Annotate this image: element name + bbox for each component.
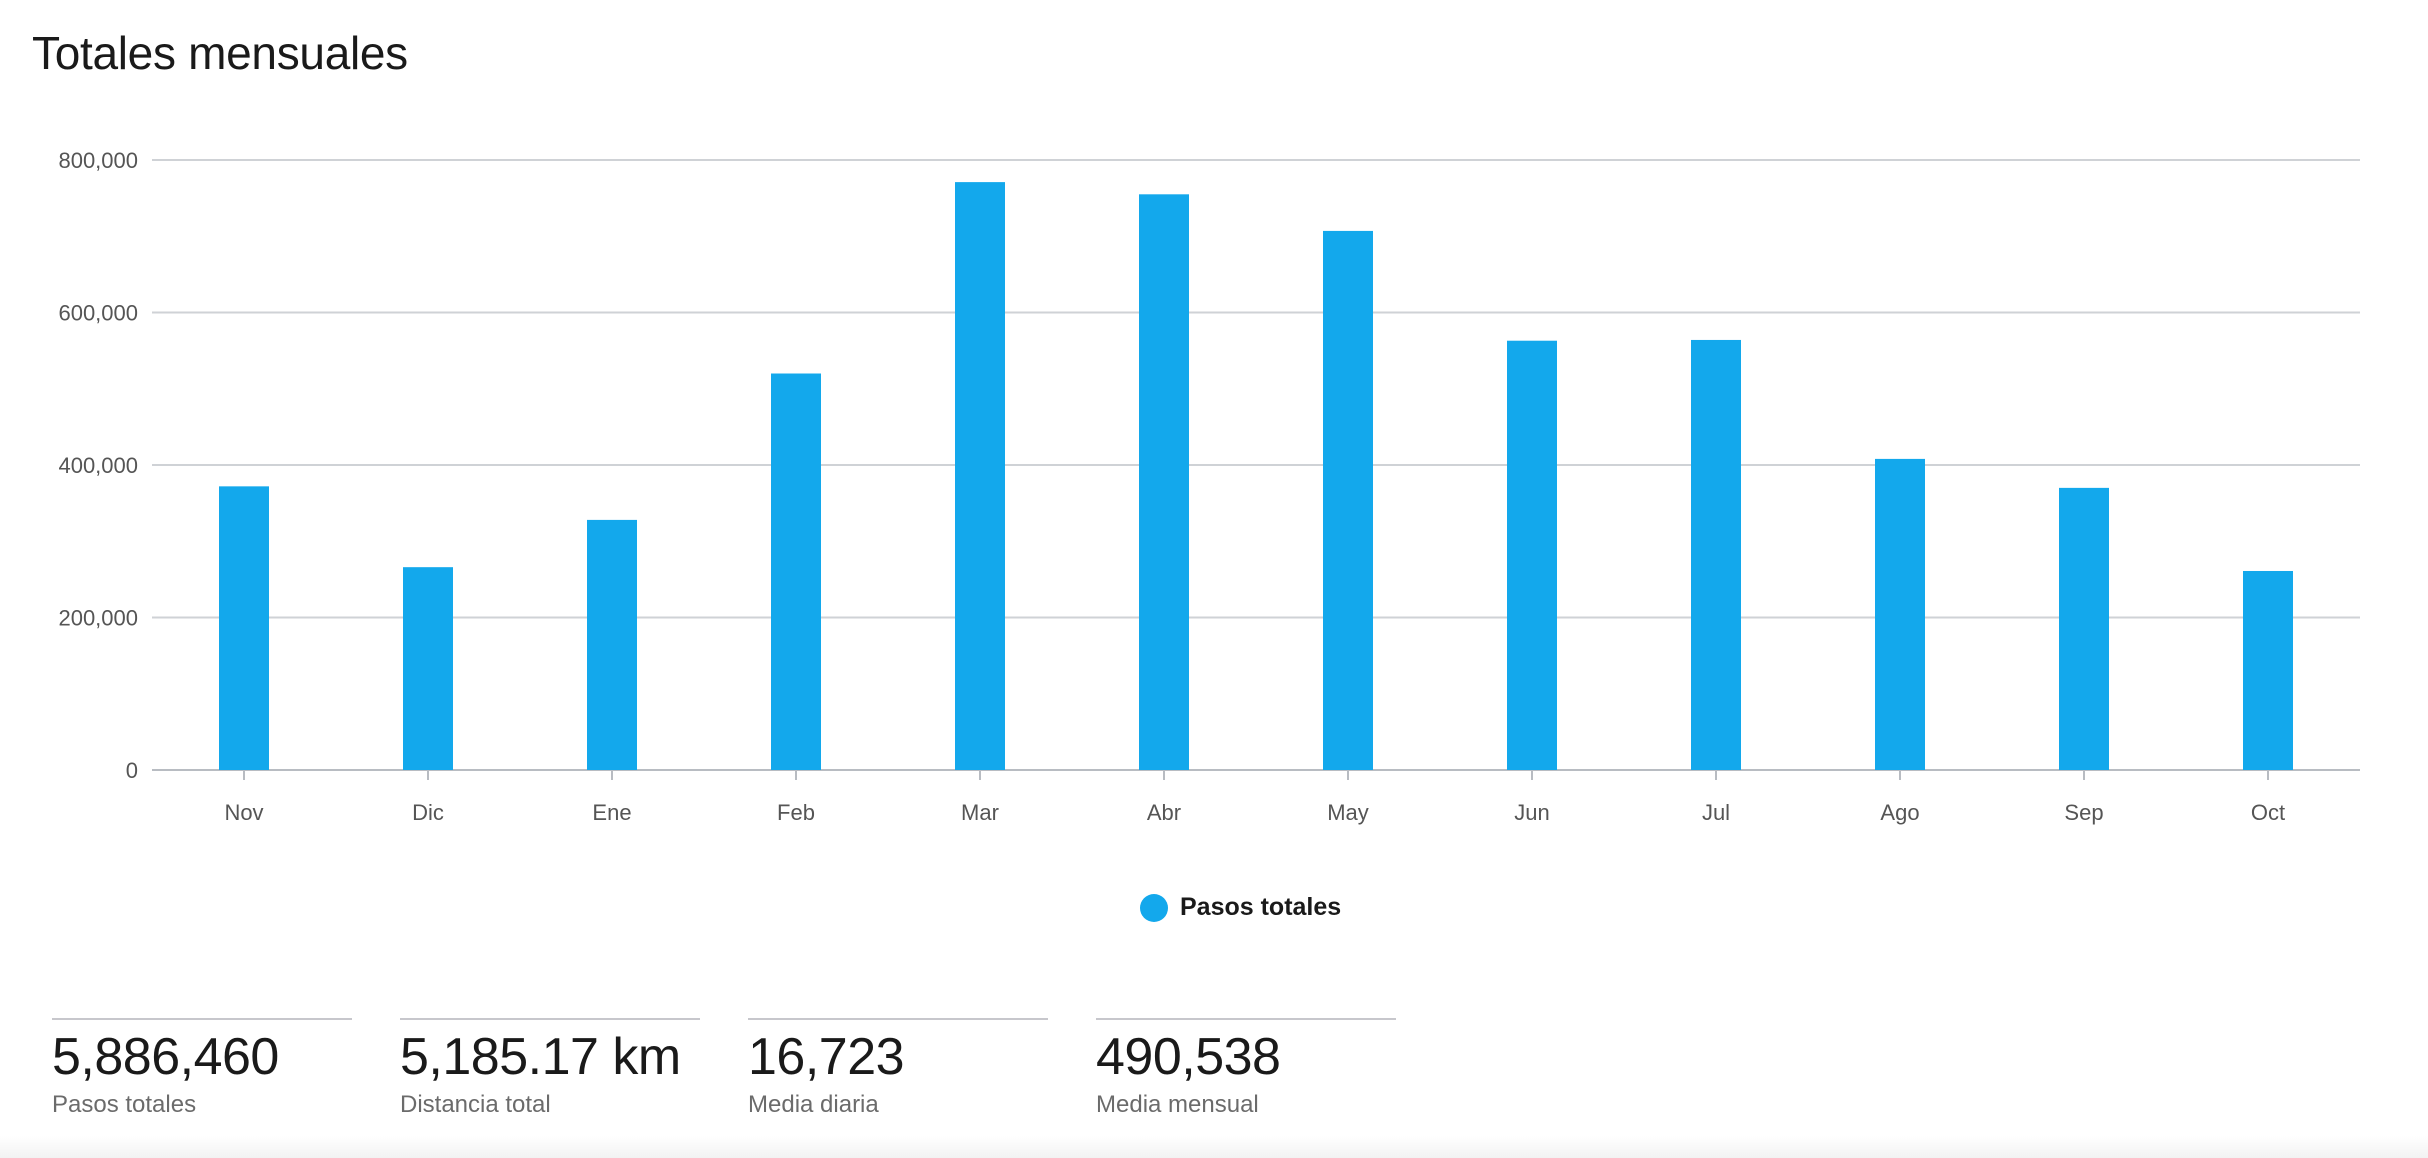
legend-marker-icon (1140, 893, 1168, 922)
legend-label: Pasos totales (1180, 893, 1342, 921)
chart-legend[interactable]: Pasos totales (1140, 893, 1341, 922)
bar-oct[interactable] (2243, 570, 2293, 770)
x-tick-label: Ago (1880, 800, 1919, 825)
x-tick-label: May (1327, 800, 1369, 825)
x-tick-label: Jun (1514, 800, 1549, 825)
stat-label: Media mensual (1096, 1090, 1259, 1118)
bar-nov[interactable] (219, 486, 269, 770)
monthly-steps-bar-chart: 0 200,000 400,000 600,000 800,000 Nov Dic Ene F… (58, 148, 2360, 825)
stat-value: 490,538 (1096, 1028, 1281, 1086)
y-tick-label: 400,000 (58, 453, 138, 478)
x-axis-ticks: Nov Dic Ene Feb Mar Abr May Jun Jul Ago Sep Oct (224, 770, 2285, 825)
y-tick-label: 200,000 (58, 606, 138, 631)
bar-feb[interactable] (771, 373, 821, 771)
y-tick-label: 800,000 (58, 148, 138, 173)
stat-total-steps: 5,886,460 Pasos totales (52, 1018, 352, 1119)
y-tick-label: 0 (126, 758, 138, 783)
page-title: Totales mensuales (32, 27, 408, 79)
stat-daily-average: 16,723 Media diaria (748, 1018, 1048, 1119)
bar-dic[interactable] (403, 567, 453, 770)
stat-label: Media diaria (748, 1090, 879, 1118)
stat-monthly-average: 490,538 Media mensual (1096, 1018, 1396, 1119)
bar-abr[interactable] (1139, 194, 1189, 770)
x-tick-label: Jul (1702, 800, 1730, 825)
y-axis-tick-labels: 0 200,000 400,000 600,000 800,000 (58, 148, 138, 783)
x-tick-label: Nov (224, 800, 263, 825)
y-tick-label: 600,000 (58, 301, 138, 326)
x-tick-label: Mar (961, 800, 999, 825)
bar-mar[interactable] (955, 182, 1005, 771)
bar-ago[interactable] (1875, 458, 1925, 770)
x-tick-label: Sep (2064, 800, 2103, 825)
x-tick-label: Oct (2251, 800, 2285, 825)
stat-value: 16,723 (748, 1028, 905, 1086)
bars (219, 182, 2293, 771)
bar-jul[interactable] (1691, 339, 1741, 770)
x-tick-label: Dic (412, 800, 444, 825)
bar-jun[interactable] (1507, 340, 1557, 770)
stat-value: 5,886,460 (52, 1028, 279, 1086)
stat-label: Distancia total (400, 1090, 551, 1118)
x-tick-label: Abr (1147, 800, 1181, 825)
x-tick-label: Ene (592, 800, 631, 825)
x-tick-label: Feb (777, 800, 815, 825)
stat-total-distance: 5,185.17 km Distancia total (400, 1018, 700, 1119)
bottom-fade (0, 1136, 2428, 1158)
bar-sep[interactable] (2059, 487, 2109, 770)
bar-may[interactable] (1323, 230, 1373, 771)
summary-stats: 5,886,460 Pasos totales 5,185.17 km Dist… (52, 1018, 1396, 1119)
stat-value: 5,185.17 km (400, 1028, 681, 1086)
bar-ene[interactable] (587, 519, 637, 770)
grid-lines (152, 159, 2360, 771)
stat-label: Pasos totales (52, 1090, 197, 1118)
